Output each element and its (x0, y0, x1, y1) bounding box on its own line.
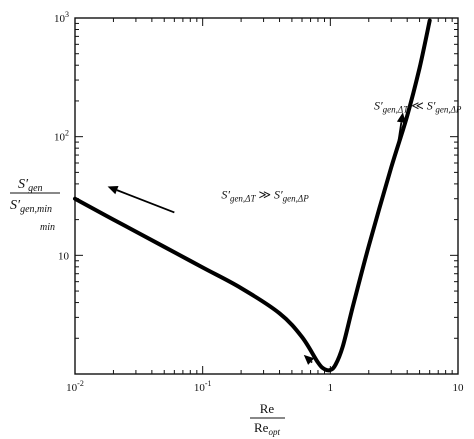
x-axis-title-numerator: Re (260, 401, 275, 416)
y-axis-title-denominator-sub: gen,min (20, 204, 52, 215)
x-tick-label: 10 (453, 382, 465, 394)
x-axis-ticks: 10-2 10-1 1 10 (66, 18, 464, 394)
plot-frame (74, 17, 459, 375)
y-axis-title: S′gen S′gen,min min (10, 177, 60, 233)
svg-text:Reopt: Reopt (254, 420, 280, 437)
min-arrow-head (303, 354, 315, 365)
y-axis-title-numerator-sub: gen (28, 183, 42, 194)
min-arrow-shaft (310, 360, 313, 364)
annotation-arrows (107, 112, 406, 365)
y-tick-label: 103 (54, 10, 69, 25)
left-arrow-shaft (116, 189, 175, 214)
x-tick-label: 1 (328, 382, 334, 394)
y-tick-label: 10 (58, 250, 70, 262)
annotation-right: S′gen,ΔT ≪ S′gen,ΔP (374, 98, 462, 114)
right-arrow-shaft (395, 122, 403, 154)
right-arrow-head (396, 112, 406, 123)
x-tick-label: 10-2 (66, 379, 84, 394)
x-axis-title: Re Reopt (250, 401, 285, 437)
annotations: S′gen,ΔT ≫ S′gen,ΔP S′gen,ΔT ≪ S′gen,ΔP (221, 98, 462, 203)
series-line (73, 18, 432, 373)
y-axis-title-extra-sub: min (40, 222, 55, 233)
svg-text:S′gen,min: S′gen,min (10, 198, 52, 215)
y-tick-label: 102 (54, 129, 69, 144)
y-axis-ticks: 10 102 103 (54, 10, 458, 375)
svg-text:S′gen: S′gen (18, 177, 43, 194)
x-tick-label: 10-1 (194, 379, 212, 394)
y-axis-title-numerator: S′ (18, 177, 29, 192)
x-axis-title-denominator: Re (254, 420, 269, 435)
y-axis-title-denominator: S′ (10, 198, 21, 213)
annotation-left: S′gen,ΔT ≫ S′gen,ΔP (221, 188, 309, 204)
x-axis-title-denominator-sub: opt (268, 427, 280, 437)
left-arrow-head (107, 186, 119, 195)
